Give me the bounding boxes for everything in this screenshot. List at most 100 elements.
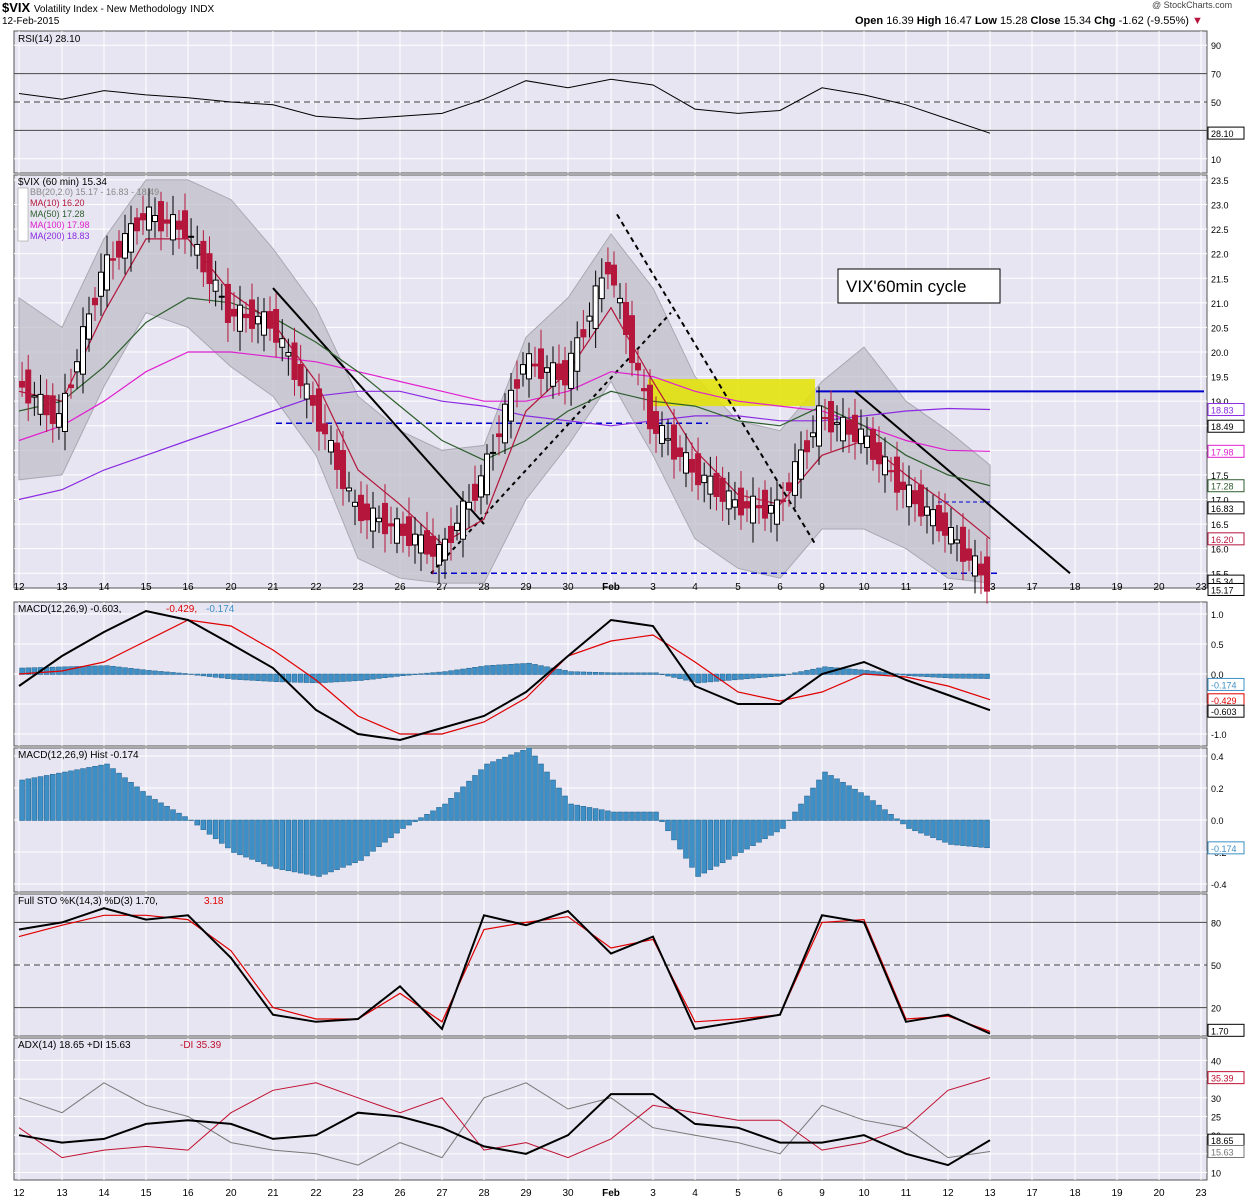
price-y-tick: 20.0 [1211, 348, 1229, 358]
candle-body [936, 505, 942, 532]
hist-bar [436, 807, 442, 821]
candle-body [86, 313, 92, 340]
hist-bar [858, 792, 864, 821]
hist-bar [936, 819, 942, 841]
hist-bar [279, 819, 285, 870]
hist-bar [285, 819, 292, 872]
macd-hist-bar [496, 664, 502, 675]
hist-bar [942, 819, 948, 843]
sto-value-tag-box [1207, 1023, 1245, 1037]
macd-hist-bar [358, 673, 364, 681]
adx-pdi-tag: 15.63 [1211, 1147, 1234, 1157]
x-tick-label: 21 [267, 582, 279, 593]
candle-body [496, 433, 502, 438]
candle-body [695, 453, 702, 486]
hist-bar [466, 780, 472, 821]
candle-body [237, 304, 243, 332]
x-tick-label: 22 [310, 1188, 322, 1199]
macd-hist-bar [225, 673, 231, 679]
plus-di-line [18, 1082, 991, 1166]
macd-hist-bar [912, 673, 918, 677]
candle-body [382, 502, 388, 535]
x-tick-label: 16 [182, 582, 194, 593]
rsi-y-tick: 70 [1211, 70, 1221, 80]
price-value-tag: 17.28 [1211, 482, 1234, 492]
macd-hist-bar [146, 670, 152, 675]
candle-body [798, 449, 804, 480]
x-tick-label: 30 [562, 1188, 574, 1199]
macd-hist-bar [804, 670, 810, 675]
x-tick-label: 17 [1026, 582, 1038, 593]
macd-hist-bar [273, 673, 279, 682]
candle-body [598, 277, 605, 300]
x-tick-label: 6 [777, 582, 783, 593]
macd-hist-bar [665, 673, 671, 677]
sto-legend: Full STO %K(14,3) %D(3) 1.70, [18, 896, 158, 907]
low-label: Low [974, 15, 997, 27]
hist-bar [605, 810, 611, 821]
hist-bar [56, 772, 62, 821]
macd-hist-bar [605, 672, 611, 675]
chart-header: $VIX Volatility Index - New Methodology … [2, 0, 214, 15]
exchange: INDX [190, 4, 215, 15]
candle-body [816, 405, 822, 447]
candle-body [502, 403, 508, 444]
macd-hist-bar [780, 673, 786, 676]
hist-bar [611, 811, 617, 821]
price-y-tick: 22.5 [1211, 225, 1229, 235]
hist-bar [152, 799, 158, 821]
macd-hist-legend: -0.174 [206, 604, 235, 615]
x-tick-label: 19 [1111, 582, 1123, 593]
hist-bar [580, 806, 587, 821]
macd-hist-bar [599, 672, 605, 675]
hist-bar [954, 819, 960, 846]
hist-bar [508, 754, 514, 821]
macd-hist-bar [122, 667, 128, 675]
macd-hist-bar [960, 673, 966, 679]
macd-hist-bar [822, 666, 828, 675]
hist-bar [382, 819, 388, 843]
hist-bar [846, 785, 852, 821]
hist-bar [894, 818, 900, 821]
x-tick-label: 15 [140, 1188, 152, 1199]
hist-bar [768, 819, 774, 836]
candle-body [906, 484, 912, 508]
candle-body [194, 243, 201, 256]
macd-hist-bar [352, 673, 358, 682]
candle-body [744, 501, 750, 509]
hist-bar [732, 819, 738, 857]
macd-hist-bar [424, 672, 430, 675]
candle-body [972, 555, 978, 577]
hist-bar [900, 819, 906, 825]
ma10-line [18, 238, 991, 545]
macd-hist-bar [671, 673, 677, 678]
hist-bar [454, 792, 460, 821]
macd-hist-bar [484, 665, 490, 675]
candle-body [689, 458, 695, 473]
x-tick-label: 19 [1111, 1188, 1123, 1199]
close-label: Close [1030, 15, 1061, 27]
symbol-name: Volatility Index - New Methodology [33, 4, 187, 15]
hist-bar [574, 804, 580, 821]
candle-body [580, 329, 587, 338]
macd-hist-bar [846, 668, 852, 675]
candle-body [80, 326, 86, 375]
candle-body [707, 475, 714, 495]
macd-hist-bar [918, 673, 924, 677]
hist-bar [370, 819, 376, 852]
macd-hist-bar [954, 673, 960, 679]
macd-hist-bar [328, 673, 334, 683]
macd-hist-bar [261, 673, 267, 682]
price-value-tag-box [1207, 582, 1245, 596]
chg-label: Chg [1094, 15, 1116, 27]
hist-bar [502, 756, 508, 821]
macd-hist-bar [436, 671, 442, 675]
hist-bar [200, 819, 207, 830]
candle-body [303, 383, 310, 400]
hist-y-tick: -0.4 [1211, 880, 1227, 890]
macd-hist-bar [297, 673, 304, 683]
price-y-tick: 16.0 [1211, 545, 1229, 555]
hist-bar [520, 750, 526, 821]
sto-y-tick: 80 [1211, 918, 1221, 928]
